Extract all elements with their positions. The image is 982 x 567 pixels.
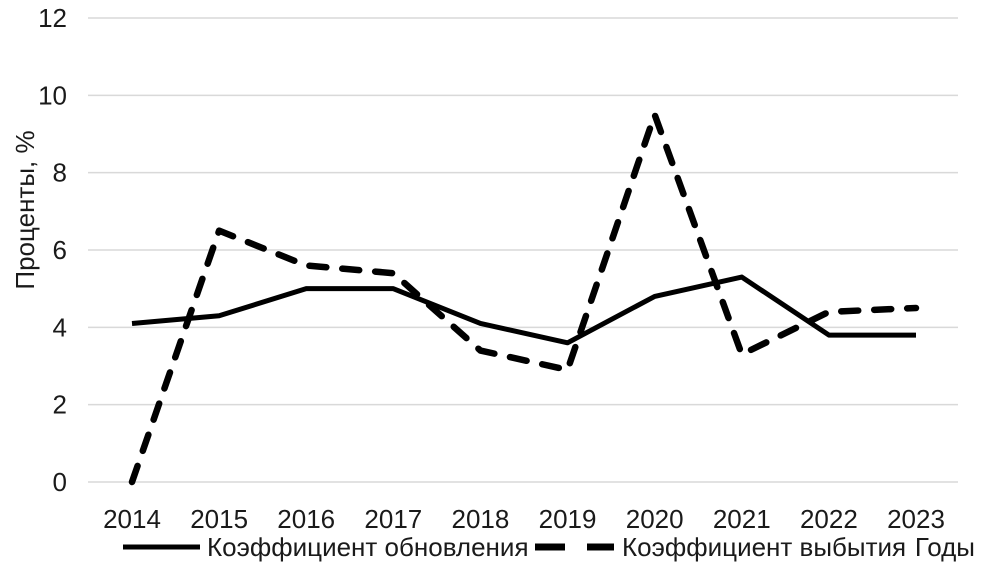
- gridlines: [88, 17, 958, 483]
- x-tick-label: 2015: [190, 504, 248, 534]
- y-axis-title: Проценты, %: [10, 130, 40, 289]
- y-tick-label: 0: [53, 467, 67, 497]
- x-tick-label: 2021: [713, 504, 771, 534]
- y-axis-tick-labels: 0 2 4 6 8 10 12: [38, 3, 67, 497]
- x-tick-label: 2023: [887, 504, 945, 534]
- x-tick-label: 2014: [103, 504, 161, 534]
- legend-label-renewal: Коэффициент обновления: [207, 532, 529, 562]
- y-tick-label: 10: [38, 80, 67, 110]
- y-tick-label: 8: [53, 158, 67, 188]
- x-tick-label: 2022: [800, 504, 858, 534]
- y-tick-label: 2: [53, 390, 67, 420]
- x-tick-label: 2018: [452, 504, 510, 534]
- x-axis-title: Годы: [915, 532, 975, 562]
- y-tick-label: 6: [53, 235, 67, 265]
- x-tick-label: 2019: [539, 504, 597, 534]
- x-tick-label: 2017: [364, 504, 422, 534]
- legend: Коэффициент обновления Коэффициент выбыт…: [123, 532, 975, 562]
- x-tick-label: 2016: [277, 504, 335, 534]
- x-axis-tick-labels: 2014 2015 2016 2017 2018 2019 2020 2021 2022 2023: [103, 504, 945, 534]
- y-tick-label: 12: [38, 3, 67, 33]
- legend-label-retirement: Коэффициент выбытия: [622, 532, 906, 562]
- series-line-retirement: [128, 111, 920, 486]
- series-line-renewal: [131, 274, 916, 346]
- y-tick-label: 4: [53, 312, 67, 342]
- series-lines: [128, 111, 920, 486]
- x-tick-label: 2020: [626, 504, 684, 534]
